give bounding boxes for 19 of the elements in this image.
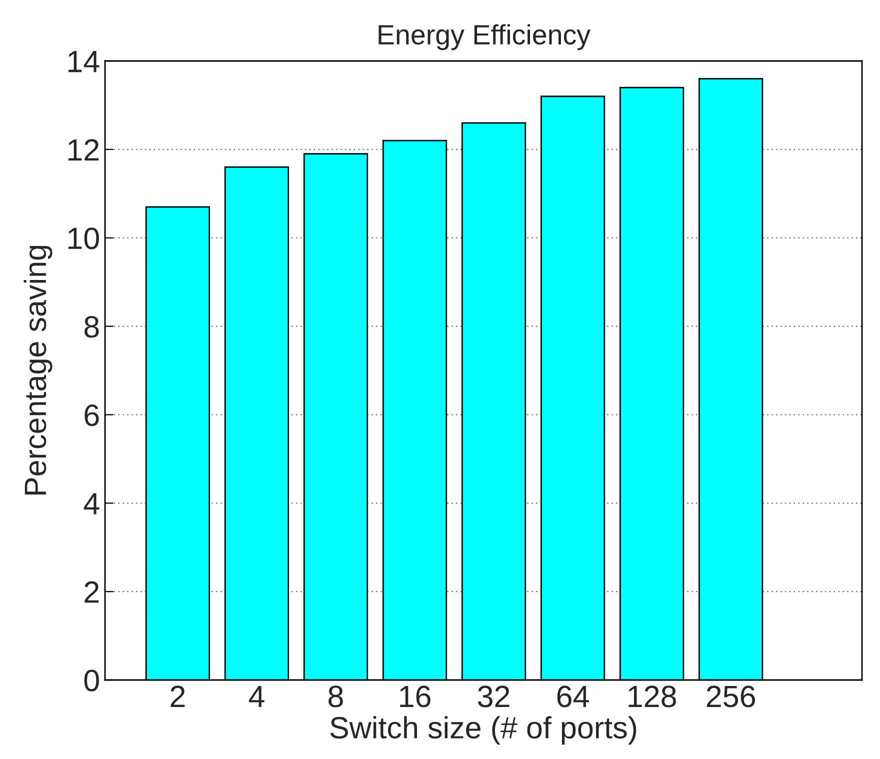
y-tick-label: 4 <box>84 493 100 514</box>
y-tick-label: 0 <box>84 670 99 692</box>
y-tick-label: 14 <box>68 51 100 72</box>
y-tick-label: 2 <box>84 581 99 603</box>
x-tick-label: 256 <box>706 686 755 708</box>
x-axis-title: Switch size (# of ports) <box>330 716 636 745</box>
y-tick-label: 8 <box>84 316 99 338</box>
x-tick-label: 128 <box>628 686 676 708</box>
x-tick-label: 32 <box>478 686 510 708</box>
x-tick-label: 8 <box>328 686 343 708</box>
y-tick-label: 6 <box>84 404 99 426</box>
x-tick-label: 2 <box>170 686 185 708</box>
x-tick-label: 4 <box>248 686 264 708</box>
y-tick-label: 10 <box>68 228 99 250</box>
chart-title: Energy Efficiency <box>378 24 591 50</box>
x-tick-label: 64 <box>557 686 589 708</box>
y-axis-title: Percentage saving <box>24 246 52 495</box>
x-tick-label: 16 <box>400 686 430 708</box>
y-tick-label: 12 <box>68 139 99 160</box>
